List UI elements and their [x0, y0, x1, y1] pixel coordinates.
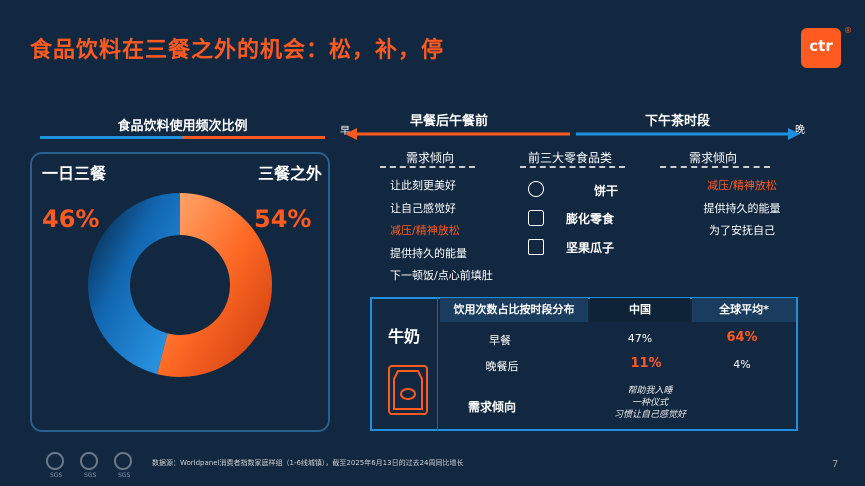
left-needs-heading: 需求倾向 [405, 151, 454, 165]
cookie-icon [528, 181, 544, 197]
snack-biscuit: 饼干 [594, 184, 619, 198]
sgs-badge-text: SGS [84, 472, 97, 479]
timeline-late-label: 晚 [795, 125, 805, 136]
right-needs-heading: 需求倾向 [688, 151, 737, 165]
header-global: 全球平均* [692, 298, 796, 322]
nuts-jar-icon [528, 239, 544, 255]
morning-arrow-head [345, 128, 357, 140]
right-need-item: 为了安抚自己 [709, 224, 775, 237]
right-need-item: 提供持久的能量 [703, 201, 781, 215]
left-needs-divider [380, 166, 475, 168]
timeline-early-label: 早 [340, 126, 350, 137]
snack-puffed: 膨化零食 [566, 212, 615, 226]
frequency-heading: 食品饮料使用频次比例 [117, 119, 248, 134]
page-number: 7 [832, 459, 839, 470]
right-needs-list: 减压/精神放松 提供持久的能量 为了安抚自己 [702, 175, 782, 243]
sgs-badge-text: SGS [50, 472, 63, 479]
usage-donut-chart [88, 193, 272, 377]
chips-bag-icon [528, 210, 544, 226]
timeline-afternoon-label: 下午茶时段 [645, 114, 711, 129]
outside-meals-label: 三餐之外 [258, 164, 323, 183]
left-need-item: 下一顿饭/点心前填肚 [390, 269, 493, 282]
milk-need-label: 需求倾向 [468, 400, 517, 414]
donut-slice-outside-meals [157, 193, 272, 377]
milk-need-item: 习惯让自己感觉好 [613, 410, 686, 420]
timeline-arrows [345, 128, 800, 140]
row-breakfast-label: 早餐 [489, 334, 511, 347]
page-title: 食品饮料在三餐之外的机会：松，补，停 [30, 38, 445, 63]
registered-mark: ® [844, 26, 852, 35]
source-note: 数据源：Worldpanel消费者指数家庭样组（1-6线城镇），截至2025年6… [152, 459, 464, 467]
sgs-badge-icon [80, 452, 98, 470]
milk-need-values: 帮助我入睡 一种仪式 习惯让自己感觉好 [590, 385, 710, 421]
logo-text: ctr [809, 37, 833, 55]
milk-carton-drawing [393, 370, 423, 410]
timeline-morning-label: 早餐后午餐前 [410, 114, 489, 129]
header-distribution: 饮用次数占比按时段分布 [440, 298, 588, 322]
afternoon-arrow-head [788, 128, 800, 140]
donut-slice-three-meals [88, 193, 180, 375]
right-need-item-highlight: 减压/精神放松 [707, 179, 777, 192]
heading-underline [40, 136, 325, 139]
left-needs-list: 让此刻更美好 让自己感觉好 减压/精神放松 提供持久的能量 下一顿饭/点心前填肚 [390, 175, 493, 288]
left-need-item: 让自己感觉好 [390, 201, 456, 215]
row-dinner-global: 4% [733, 358, 751, 371]
right-needs-divider [660, 166, 770, 168]
milk-title: 牛奶 [388, 327, 421, 346]
left-need-item: 提供持久的能量 [390, 246, 467, 260]
row-dinner-china: 11% [630, 356, 662, 371]
three-meals-percent: 46% [42, 205, 100, 233]
ctr-logo: ctr [801, 28, 841, 68]
milk-carton-icon [388, 365, 428, 415]
milk-divider-vertical [437, 298, 438, 430]
milk-need-item: 帮助我入睡 [627, 386, 673, 396]
row-breakfast-global: 64% [726, 330, 758, 345]
row-dinner-label: 晚餐后 [485, 360, 519, 373]
left-need-item-highlight: 减压/精神放松 [390, 224, 460, 237]
sgs-badge-icon [46, 452, 64, 470]
milk-need-item: 一种仪式 [631, 398, 668, 408]
snack-nuts: 坚果瓜子 [566, 241, 615, 255]
snacks-heading: 前三大零食品类 [527, 151, 612, 165]
donut-panel [30, 152, 330, 432]
left-need-item: 让此刻更美好 [390, 179, 456, 192]
outside-meals-percent: 54% [254, 205, 312, 233]
row-breakfast-china: 47% [627, 332, 653, 345]
sgs-badge-text: SGS [118, 472, 131, 479]
header-china: 中国 [590, 298, 690, 322]
snacks-divider [520, 166, 625, 168]
sgs-badge-icon [114, 452, 132, 470]
three-meals-label: 一日三餐 [42, 164, 107, 183]
